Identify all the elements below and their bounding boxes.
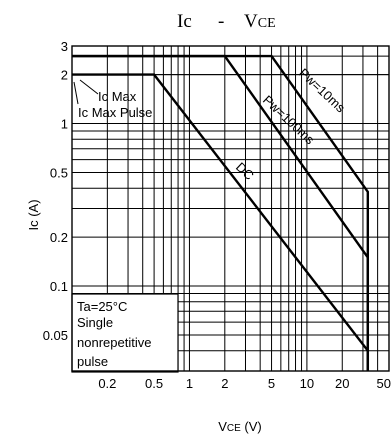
x-tick-label: 20 — [335, 376, 349, 391]
note-line-pulse: pulse — [77, 354, 108, 369]
series-line-pw-100ms — [72, 54, 370, 371]
x-tick-label: 2 — [221, 376, 228, 391]
grid — [72, 46, 389, 371]
note-line-nonrepetitive: nonrepetitive — [77, 335, 151, 350]
note-line-ta: Ta=25°C — [77, 299, 127, 314]
y-tick-label: 0.5 — [50, 165, 68, 180]
title-ic: Ic — [177, 11, 192, 32]
series-line-dc — [72, 73, 370, 371]
chart-title: Ic - VCE — [177, 11, 276, 32]
plot-frame — [71, 45, 390, 372]
y-axis-label-main: Ic — [26, 220, 41, 231]
y-tick-label: 3 — [61, 39, 68, 54]
y-tick-label: 1 — [61, 117, 68, 132]
x-tick-label: 5 — [268, 376, 275, 391]
series — [72, 54, 370, 371]
x-tick-label: 10 — [300, 376, 314, 391]
title-vce-main: V — [244, 11, 258, 32]
annotation-ic-max-pulse: Ic Max Pulse — [78, 105, 152, 120]
y-axis-label-unit: (A) — [26, 199, 41, 216]
x-axis-label-sub: CE — [227, 423, 241, 434]
y-tick-label: 2 — [61, 68, 68, 83]
y-tick-label: 0.2 — [50, 230, 68, 245]
x-axis-label-main: V — [218, 419, 227, 434]
title-dash: - — [218, 11, 224, 32]
series-label-pw10ms: Pw=10ms — [296, 65, 349, 115]
x-tick-label: 0.2 — [98, 376, 116, 391]
x-axis-label: VCE (V) — [218, 419, 262, 434]
annotations: Ic Max Ic Max Pulse — [73, 79, 152, 120]
title-vce: VCE — [244, 11, 276, 32]
x-tick-label: 1 — [186, 376, 193, 391]
x-tick-label: 50 — [377, 376, 391, 391]
x-axis-label-unit: (V) — [244, 419, 261, 434]
y-tick-label: 0.1 — [50, 279, 68, 294]
y-tick-label: 0.05 — [43, 328, 68, 343]
y-axis-label: Ic (A) — [26, 199, 41, 230]
x-tick-label: 0.5 — [145, 376, 163, 391]
annotation-ic-max: Ic Max — [98, 89, 137, 104]
tick-labels: 0.2 0.5 1 2 5 10 20 50 3 2 1 0.5 0.2 0.1 0.05 — [43, 39, 391, 391]
note-box: Ta=25°C Single nonrepetitive pulse — [71, 293, 179, 373]
title-vce-sub: CE — [258, 16, 276, 31]
note-line-single: Single — [77, 315, 113, 330]
